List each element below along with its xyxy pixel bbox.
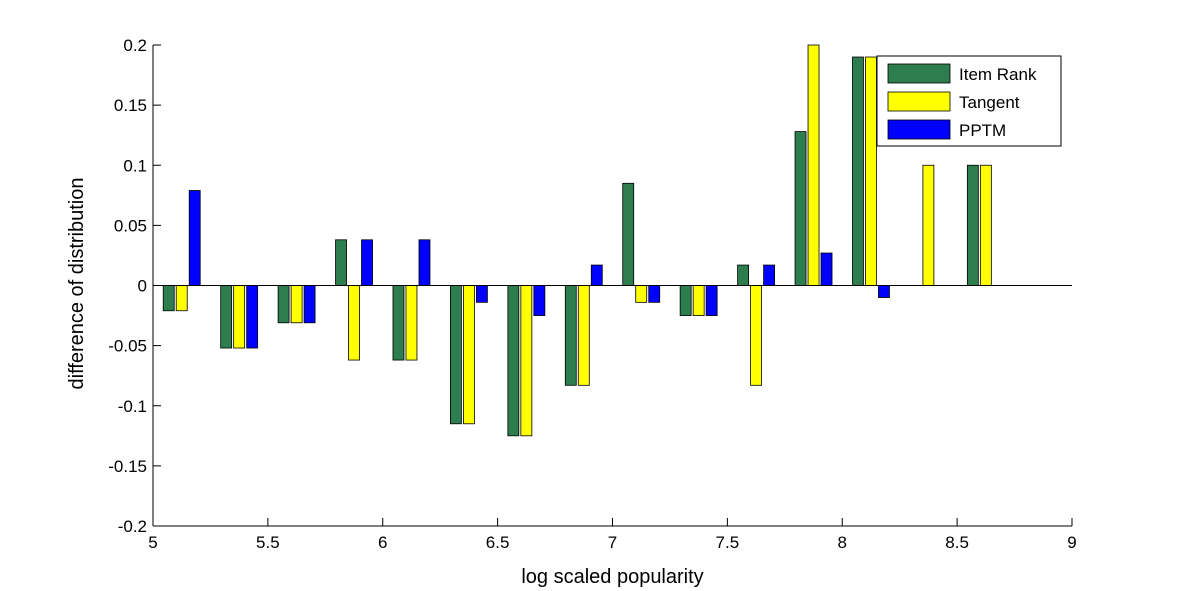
y-tick-label: -0.05 bbox=[108, 337, 147, 356]
x-tick-label: 8.5 bbox=[945, 533, 969, 552]
legend-label-1: Tangent bbox=[959, 93, 1020, 112]
bar-item-rank-12 bbox=[852, 56, 864, 286]
bar-tangent-11 bbox=[807, 44, 820, 286]
bar-item-rank-9 bbox=[679, 285, 692, 316]
y-axis-label: difference of distribution bbox=[66, 178, 88, 390]
legend-label-2: PPTM bbox=[959, 121, 1006, 140]
bar-pptm-5 bbox=[476, 285, 488, 303]
x-tick-label: 6.5 bbox=[486, 533, 510, 552]
bar-tangent-3 bbox=[348, 285, 360, 361]
bar-item-rank-1 bbox=[220, 285, 233, 349]
x-tick-label: 5 bbox=[148, 533, 157, 552]
legend-swatch-1 bbox=[887, 91, 951, 112]
x-tick-label: 9 bbox=[1067, 533, 1076, 552]
bar-item-rank-2 bbox=[277, 285, 290, 324]
bar-item-rank-6 bbox=[507, 285, 520, 437]
y-tick-label: 0 bbox=[138, 277, 147, 296]
bar-item-rank-14 bbox=[966, 164, 979, 286]
x-tick-label: 7.5 bbox=[716, 533, 740, 552]
bar-tangent-0 bbox=[175, 285, 188, 312]
bar-item-rank-5 bbox=[450, 285, 462, 425]
x-tick-label: 7 bbox=[608, 533, 617, 552]
x-tick-label: 8 bbox=[838, 533, 847, 552]
bar-tangent-12 bbox=[865, 56, 877, 286]
bar-pptm-2 bbox=[303, 285, 316, 324]
legend-swatch-0 bbox=[887, 63, 951, 84]
y-tick-label: 0.2 bbox=[123, 36, 147, 55]
bar-pptm-4 bbox=[418, 239, 431, 286]
bar-tangent-13 bbox=[922, 164, 935, 286]
bar-pptm-10 bbox=[763, 264, 775, 286]
bar-pptm-8 bbox=[648, 285, 661, 303]
x-tick-label: 5.5 bbox=[256, 533, 280, 552]
bar-item-rank-4 bbox=[392, 285, 405, 361]
bar-pptm-6 bbox=[533, 285, 546, 316]
bar-item-rank-3 bbox=[335, 239, 347, 286]
bar-tangent-14 bbox=[979, 164, 992, 286]
bars-layer bbox=[162, 44, 992, 437]
y-tick-label: -0.1 bbox=[118, 397, 147, 416]
ticks-layer: 5 5.5 6 6.5 7 7.5 8 8.5 9 -0.2 -0.15 -0.1 -0.05 0 0.05… bbox=[108, 36, 1076, 552]
bar-tangent-6 bbox=[520, 285, 533, 437]
y-tick-label: 0.05 bbox=[114, 216, 147, 235]
x-tick-label: 6 bbox=[378, 533, 387, 552]
bar-tangent-1 bbox=[233, 285, 246, 349]
y-tick-label: -0.15 bbox=[108, 457, 147, 476]
bar-tangent-9 bbox=[692, 285, 705, 316]
bar-pptm-1 bbox=[246, 285, 259, 349]
bar-pptm-3 bbox=[361, 239, 373, 286]
bar-item-rank-7 bbox=[564, 285, 577, 386]
y-tick-label: 0.1 bbox=[123, 156, 147, 175]
bar-item-rank-8 bbox=[622, 182, 635, 286]
bar-tangent-10 bbox=[750, 285, 762, 386]
bar-pptm-9 bbox=[705, 285, 718, 316]
legend-label-0: Item Rank bbox=[959, 65, 1037, 84]
bar-tangent-5 bbox=[463, 285, 475, 425]
y-tick-label: -0.2 bbox=[118, 517, 147, 536]
bar-pptm-12 bbox=[878, 285, 890, 298]
x-axis-label: log scaled popularity bbox=[521, 566, 703, 588]
bar-tangent-8 bbox=[635, 285, 648, 303]
bar-pptm-0 bbox=[188, 190, 201, 286]
legend-swatch-2 bbox=[887, 119, 951, 140]
bar-item-rank-10 bbox=[737, 264, 749, 286]
bar-item-rank-0 bbox=[162, 285, 175, 312]
bar-item-rank-11 bbox=[794, 131, 807, 286]
bar-pptm-7 bbox=[590, 264, 603, 286]
bar-tangent-2 bbox=[290, 285, 303, 324]
bar-tangent-4 bbox=[405, 285, 418, 361]
bar-tangent-7 bbox=[577, 285, 590, 386]
y-tick-label: 0.15 bbox=[114, 96, 147, 115]
bar-pptm-11 bbox=[820, 252, 833, 286]
legend: Item Rank Tangent PPTM bbox=[876, 55, 1062, 147]
